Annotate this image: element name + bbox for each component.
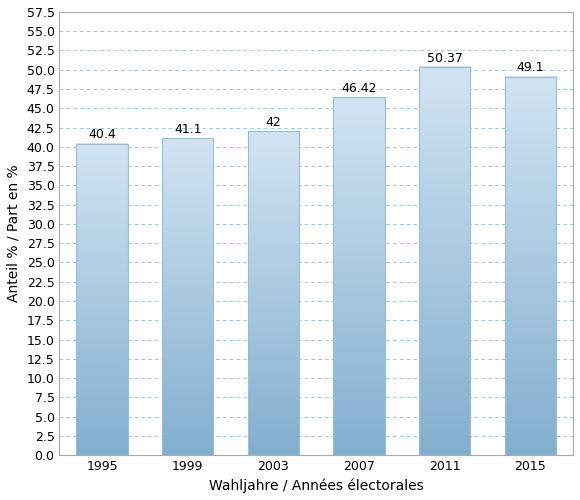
Bar (248, 132, 299, 455)
Text: 40.4: 40.4 (88, 128, 116, 141)
Bar (77, 144, 128, 455)
Bar (419, 67, 470, 455)
Text: 46.42: 46.42 (341, 82, 377, 95)
X-axis label: Wahljahre / Années électorales: Wahljahre / Années électorales (209, 478, 423, 493)
Text: 41.1: 41.1 (174, 123, 202, 136)
Bar (334, 98, 385, 455)
Bar (505, 76, 556, 455)
Text: 50.37: 50.37 (427, 52, 463, 64)
Bar (162, 138, 213, 455)
Y-axis label: Anteil % / Part en %: Anteil % / Part en % (7, 164, 21, 302)
Text: 42: 42 (266, 116, 281, 129)
Text: 49.1: 49.1 (516, 62, 544, 74)
